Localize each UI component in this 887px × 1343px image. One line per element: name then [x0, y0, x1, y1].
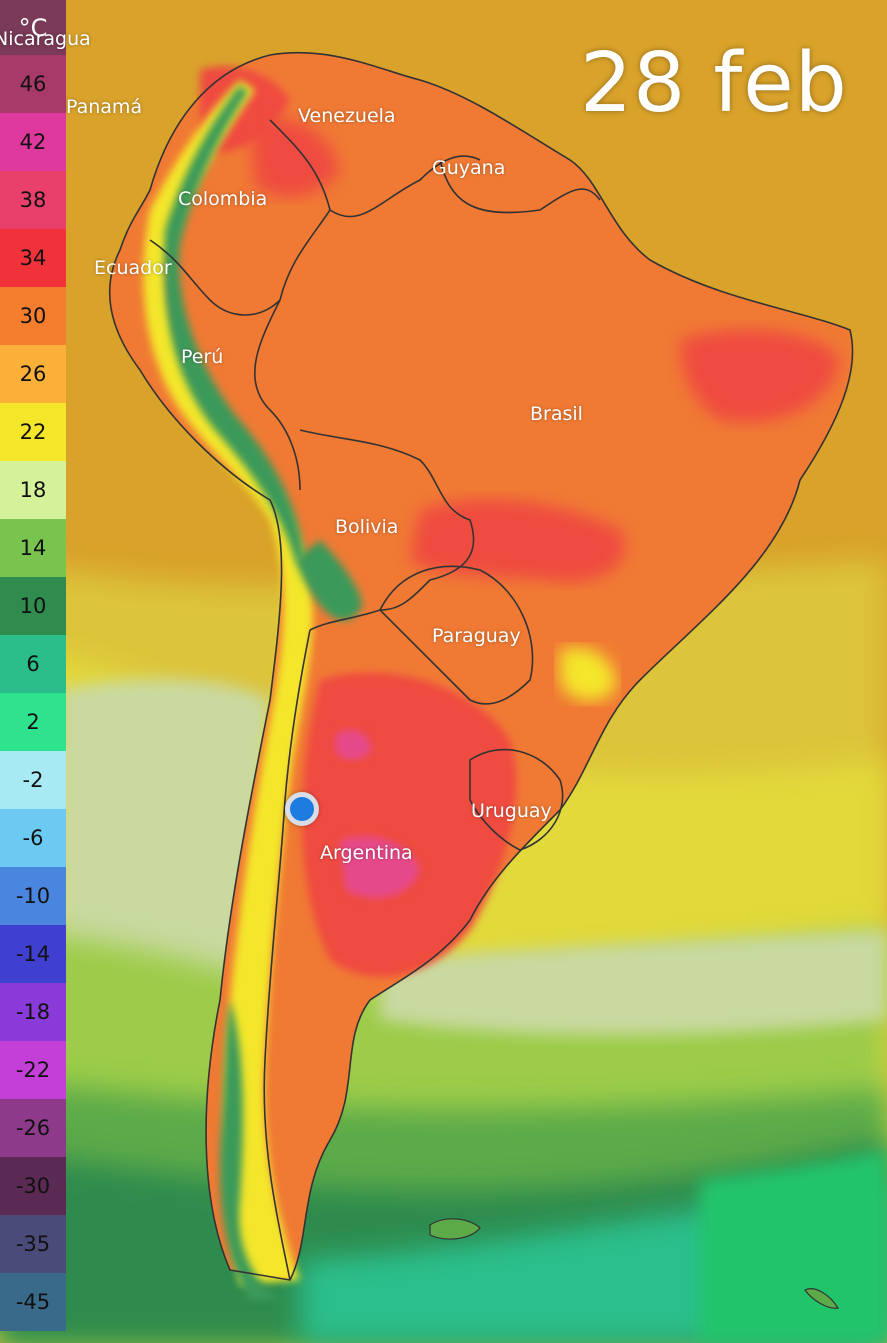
legend-tick-label: -6 — [22, 826, 44, 850]
legend-tick-label: 38 — [19, 188, 47, 212]
legend-unit: °C — [18, 14, 48, 42]
legend-band — [0, 925, 66, 983]
country-label-bolivia: Bolivia — [335, 516, 399, 538]
legend-band — [0, 809, 66, 867]
legend-tick-label: 14 — [19, 536, 47, 560]
legend-tick-label: -35 — [15, 1232, 51, 1256]
south-america-landmass — [109, 52, 853, 1300]
country-label-peru: Perú — [181, 346, 224, 368]
legend-tick-label: 2 — [26, 710, 40, 734]
islands — [429, 1218, 839, 1309]
legend-band — [0, 461, 66, 519]
legend-band — [0, 55, 66, 113]
legend-tick-label: 30 — [19, 304, 47, 328]
legend-tick-label: -14 — [15, 942, 51, 966]
legend-band — [0, 171, 66, 229]
legend-tick-label: 34 — [19, 246, 47, 270]
legend-band — [0, 983, 66, 1041]
legend-band — [0, 867, 66, 925]
legend-band — [0, 1041, 66, 1099]
legend-tick-label: -30 — [15, 1174, 51, 1198]
temperature-legend: 46 42 38 34 30 26 22 18 14 10 6 2 -2 -6 -10 -14 -18 -22 -2… — [0, 0, 66, 1343]
legend-tick-label: -10 — [15, 884, 51, 908]
legend-band — [0, 1099, 66, 1157]
legend-tick-label: 22 — [19, 420, 47, 444]
legend-tick-label: 10 — [19, 594, 47, 618]
country-label-guyana: Guyana — [432, 157, 506, 179]
legend-tick-label: -18 — [15, 1000, 51, 1024]
legend-band — [0, 287, 66, 345]
legend-tick-label: -22 — [15, 1058, 51, 1082]
country-label-venezuela: Venezuela — [298, 105, 396, 127]
country-label-paraguay: Paraguay — [432, 625, 521, 647]
country-label-colombia: Colombia — [178, 188, 268, 210]
legend-band — [0, 751, 66, 809]
legend-band — [0, 1215, 66, 1273]
country-label-panama: Panamá — [66, 96, 143, 118]
date-label: 28 feb — [580, 36, 848, 131]
country-label-nicaragua: Nicaragua — [0, 28, 91, 50]
legend-band — [0, 519, 66, 577]
legend-tick-label: -45 — [15, 1290, 51, 1314]
legend-tick-label: 42 — [19, 130, 47, 154]
country-borders — [108, 51, 854, 1281]
legend-band — [0, 577, 66, 635]
legend-band-top — [0, 0, 66, 55]
country-label-brasil: Brasil — [530, 403, 583, 425]
legend-band — [0, 345, 66, 403]
legend-tick-label: 26 — [19, 362, 47, 386]
legend-band — [0, 113, 66, 171]
legend-band — [0, 1273, 66, 1331]
legend-tick-label: -26 — [15, 1116, 51, 1140]
legend-band — [0, 693, 66, 751]
legend-band — [0, 635, 66, 693]
country-label-uruguay: Uruguay — [471, 800, 552, 822]
legend-tick-label: 46 — [19, 72, 47, 96]
legend-tick-label: 6 — [26, 652, 40, 676]
legend-tick-label: 18 — [19, 478, 47, 502]
current-location-marker[interactable] — [285, 792, 319, 826]
legend-band — [0, 1157, 66, 1215]
country-label-ecuador: Ecuador — [94, 257, 172, 279]
country-label-argentina: Argentina — [320, 842, 413, 864]
legend-band — [0, 403, 66, 461]
legend-band — [0, 229, 66, 287]
legend-tick-label: -2 — [22, 768, 44, 792]
